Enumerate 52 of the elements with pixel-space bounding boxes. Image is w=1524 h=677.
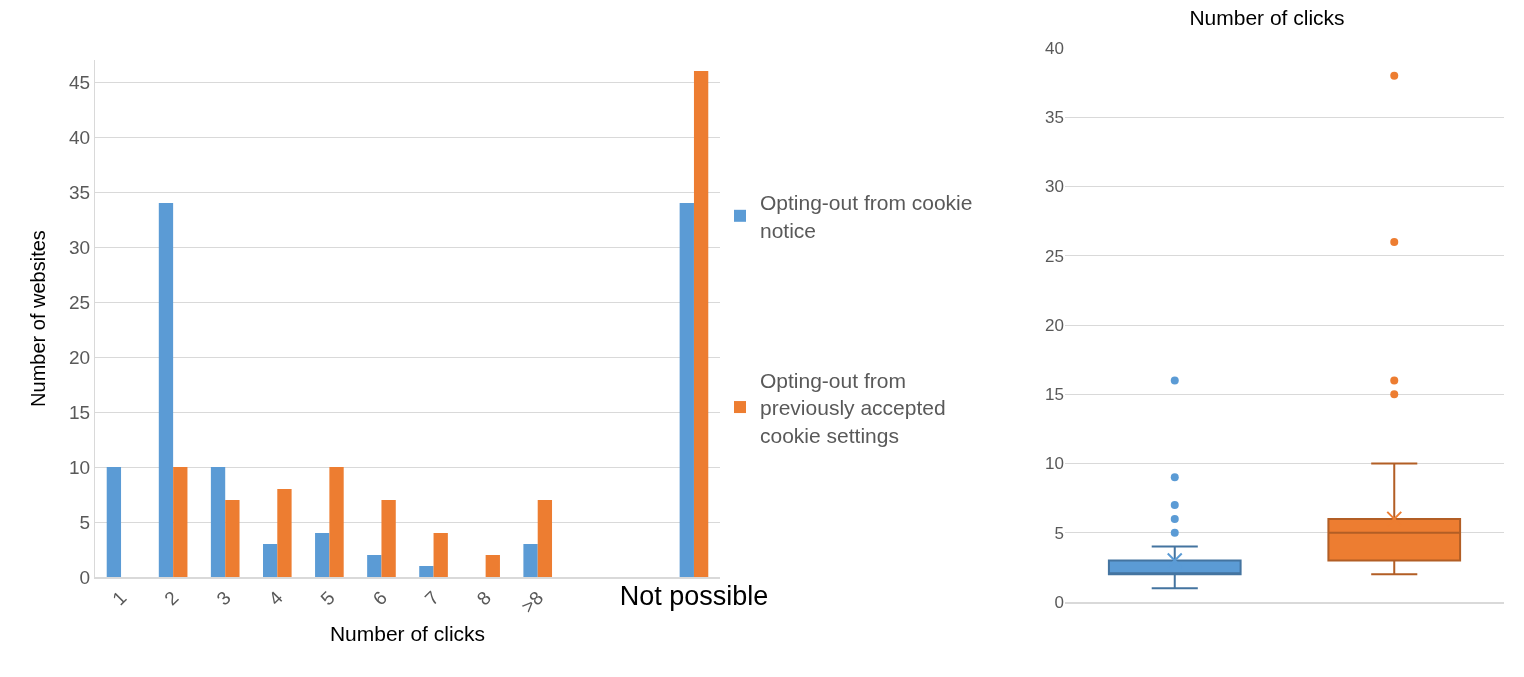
y-tick-label: 10 <box>1045 454 1064 474</box>
bar <box>367 555 382 577</box>
y-tick-label: 40 <box>1045 38 1064 58</box>
bar <box>158 203 174 577</box>
y-tick-label: 20 <box>1045 315 1064 335</box>
y-tick-label: 15 <box>69 401 91 423</box>
y-tick-label: 20 <box>69 346 91 368</box>
bar <box>381 500 396 577</box>
bar <box>679 203 694 577</box>
bar <box>106 467 122 577</box>
x-tick-label: 6 <box>368 587 392 610</box>
y-tick-label: 0 <box>1054 592 1064 612</box>
bar <box>210 467 226 577</box>
y-tick-label: 15 <box>1045 385 1064 405</box>
x-tick-label: 7 <box>420 587 444 610</box>
y-tick-label: 5 <box>79 511 91 533</box>
legend-label: Opting-out from cookie notice <box>760 191 973 242</box>
x-tick-label: >8 <box>517 587 548 618</box>
bar <box>693 71 709 577</box>
x-tick-label: 4 <box>264 586 288 610</box>
bar <box>225 500 240 577</box>
x-axis-title: Number of clicks <box>329 621 486 645</box>
legend-label: Opting-out from previously accepted cookie settings <box>760 368 946 447</box>
bar <box>173 467 188 577</box>
y-tick-label: 35 <box>69 181 91 203</box>
bar <box>277 489 292 577</box>
y-tick-label: 10 <box>69 456 91 478</box>
bar <box>262 544 278 577</box>
y-tick-label: 0 <box>79 566 91 588</box>
x-tick-label: 8 <box>472 587 496 610</box>
y-tick-label: 45 <box>69 71 91 93</box>
y-tick-label: 25 <box>1045 246 1064 266</box>
y-tick-label: 30 <box>69 236 91 258</box>
x-tick-label: Not possible <box>619 581 769 611</box>
y-tick-label: 30 <box>1045 177 1064 197</box>
bar <box>315 533 330 577</box>
bar <box>433 533 448 577</box>
x-tick-label: 3 <box>212 587 235 610</box>
bar <box>537 500 553 577</box>
bar <box>419 566 434 577</box>
x-tick-label: 5 <box>316 587 339 610</box>
bar <box>523 544 538 577</box>
x-tick-label: 2 <box>160 587 183 610</box>
y-tick-label: 5 <box>1054 523 1064 543</box>
y-tick-label: 25 <box>69 291 91 313</box>
bar <box>485 555 500 577</box>
bar <box>329 467 344 577</box>
y-tick-label: 40 <box>69 126 91 148</box>
x-tick-label: 1 <box>108 587 131 610</box>
chart-title: Number of clicks <box>1189 5 1345 29</box>
y-tick-label: 35 <box>1045 108 1064 128</box>
y-axis-title: Number of websites <box>27 230 49 407</box>
